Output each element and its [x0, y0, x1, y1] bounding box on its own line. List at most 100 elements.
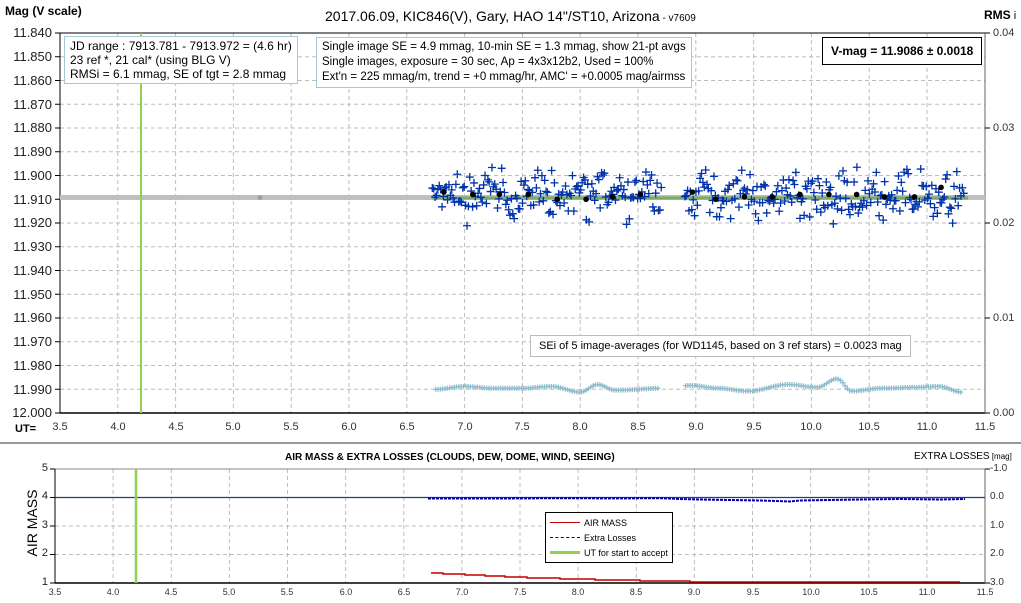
info-box-center: Single image SE = 4.9 mmag, 10-min SE = … — [316, 37, 692, 88]
y-tick: 11.850 — [13, 49, 52, 64]
chart-title-text: 2017.06.09, KIC846(V), Gary, HAO 14"/ST1… — [325, 8, 660, 24]
x-tick: 8.0 — [572, 421, 588, 433]
info-box-left: JD range : 7913.781 - 7913.972 = (4.6 hr… — [64, 36, 298, 84]
extra-losses-title-text: EXTRA LOSSES — [914, 451, 990, 462]
y-tick: 12.000 — [12, 405, 52, 420]
rms-label-text: RMS — [984, 8, 1011, 22]
data-points — [428, 163, 968, 230]
rms-tick: 0.01 — [993, 312, 1015, 324]
x-tick: 5.0 — [225, 421, 241, 433]
x-tick: 4.0 — [110, 421, 126, 433]
rms-label-suffix: i — [1010, 10, 1017, 22]
legend-label: AIR MASS — [584, 517, 628, 528]
y-tick: 11.910 — [13, 192, 52, 207]
rms-tick: 0.04 — [993, 27, 1015, 39]
average-points — [441, 184, 944, 203]
x-tick: 3.5 — [48, 587, 62, 597]
rms-series — [433, 376, 964, 395]
y-tick: 5 — [41, 462, 48, 474]
legend-label: UT for start to accept — [584, 547, 668, 558]
x-tick: 6.5 — [399, 421, 415, 433]
y-tick: 11.870 — [13, 97, 52, 112]
x-tick: 11.0 — [918, 587, 936, 597]
x-tick: 9.0 — [687, 587, 701, 597]
x-tick: 3.5 — [52, 421, 68, 433]
x-tick: 10.5 — [860, 587, 878, 597]
y-tick: 2 — [41, 547, 48, 559]
chart-version: - v7609 — [659, 13, 696, 24]
x-tick: 5.0 — [222, 587, 236, 597]
y-tick: 11.840 — [13, 25, 52, 40]
bottom-grid — [55, 469, 985, 583]
airmass-series — [431, 572, 960, 583]
jd-range: JD range : 7913.781 - 7913.972 = (4.6 hr… — [70, 39, 292, 53]
y-tick: 11.950 — [13, 287, 52, 302]
rms-tick: 0.02 — [993, 217, 1015, 229]
right-tick: 2.0 — [990, 548, 1004, 559]
y-axis-label: Mag (V scale) — [5, 4, 82, 18]
extinction-info: Ext'n = 225 mmag/m, trend = +0 mmag/hr, … — [322, 71, 686, 83]
x-tick: 10.5 — [858, 421, 880, 433]
y-tick: 11.960 — [13, 310, 52, 325]
x-tick: 7.0 — [457, 421, 473, 433]
x-tick: 10.0 — [800, 421, 822, 433]
extra-losses-swatch — [550, 537, 580, 538]
rms-tick: 0.00 — [993, 407, 1015, 419]
x-tick: 9.5 — [746, 587, 760, 597]
sei-box: SEi of 5 image-averages (for WD1145, bas… — [530, 335, 911, 357]
rms-tick: 0.03 — [993, 122, 1015, 134]
x-tick: 9.0 — [688, 421, 704, 433]
extra-losses-title: EXTRA LOSSES [mag] — [914, 451, 1012, 462]
extra-losses-series — [428, 497, 966, 503]
x-tick: 6.0 — [341, 421, 357, 433]
right-tick: 0.0 — [990, 491, 1004, 502]
y-tick: 3 — [41, 519, 48, 531]
legend-label: Extra Losses — [584, 532, 637, 543]
right-tick: 3.0 — [990, 577, 1004, 588]
y-tick: 11.900 — [13, 168, 52, 183]
vmag-result-box: V-mag = 11.9086 ± 0.0018 — [822, 37, 983, 65]
right-tick: 1.0 — [990, 520, 1004, 531]
ut-prefix: UT= — [15, 423, 37, 435]
y-tick: 11.990 — [13, 382, 52, 397]
extra-losses-unit: [mag] — [989, 452, 1012, 461]
y-tick: 11.940 — [13, 263, 52, 278]
y-tick: 11.930 — [13, 239, 52, 254]
chart-title: 2017.06.09, KIC846(V), Gary, HAO 14"/ST1… — [325, 8, 696, 24]
ref-stars: 23 ref *, 21 cal* (using BLG V) — [70, 53, 231, 67]
x-tick: 11.5 — [976, 587, 994, 597]
x-tick: 7.5 — [514, 421, 530, 433]
y-tick: 11.890 — [13, 144, 52, 159]
x-tick: 8.5 — [629, 587, 643, 597]
x-tick: 5.5 — [280, 587, 294, 597]
y-tick: 1 — [41, 576, 48, 588]
x-tick: 7.0 — [455, 587, 469, 597]
x-tick: 10.0 — [802, 587, 820, 597]
single-image-se: Single image SE = 4.9 mmag, 10-min SE = … — [322, 41, 686, 53]
x-tick: 4.5 — [168, 421, 184, 433]
y-tick: 11.880 — [13, 120, 52, 135]
x-tick: 11.0 — [916, 421, 938, 433]
x-tick: 5.5 — [283, 421, 299, 433]
y-tick: 11.920 — [13, 215, 52, 230]
bottom-legend: AIR MASS Extra Losses UT for start to ac… — [545, 512, 673, 563]
y-tick: 4 — [41, 490, 48, 502]
x-tick: 6.0 — [339, 587, 353, 597]
x-tick: 4.5 — [164, 587, 178, 597]
rms-se: RMSi = 6.1 mmag, SE of tgt = 2.8 mmag — [70, 67, 287, 81]
ut-start-swatch — [550, 551, 580, 554]
y-tick: 11.860 — [13, 73, 52, 88]
bottom-chart-title: AIR MASS & EXTRA LOSSES (CLOUDS, DEW, DO… — [285, 452, 615, 463]
legend-item-airmass: AIR MASS — [550, 515, 668, 530]
x-tick: 8.0 — [571, 587, 585, 597]
y-tick: 11.970 — [13, 334, 52, 349]
rms-axis-label: RMS i — [984, 8, 1016, 22]
y-tick: 11.980 — [13, 358, 52, 373]
x-tick: 8.5 — [630, 421, 646, 433]
legend-item-extra-losses: Extra Losses — [550, 530, 668, 545]
x-tick: 7.5 — [513, 587, 527, 597]
airmass-swatch — [550, 522, 580, 523]
right-tick: -1.0 — [990, 463, 1008, 474]
exposure-info: Single images, exposure = 30 sec, Ap = 4… — [322, 56, 654, 68]
